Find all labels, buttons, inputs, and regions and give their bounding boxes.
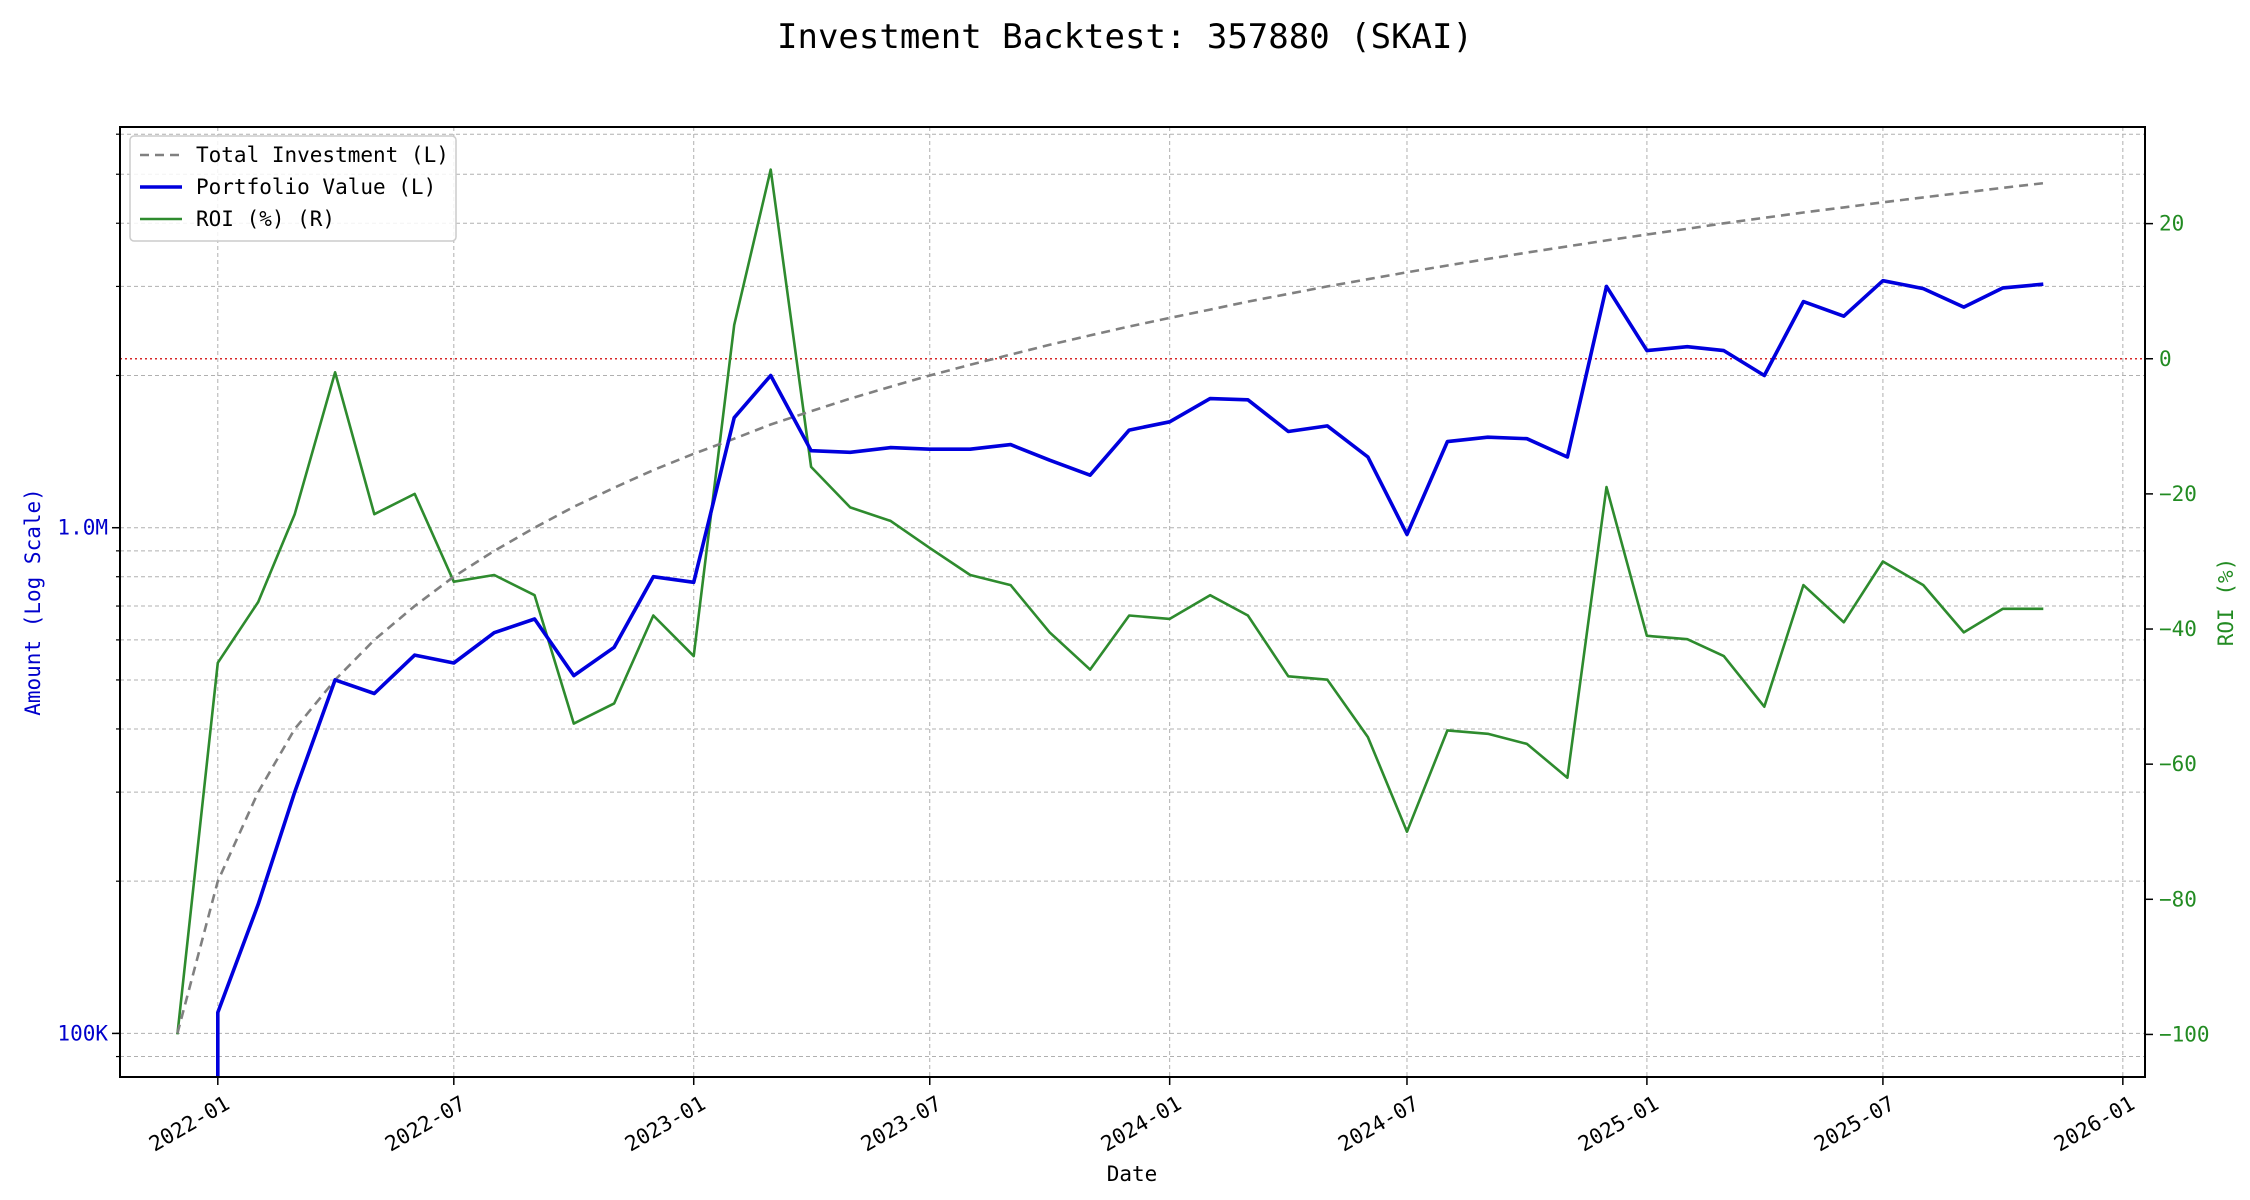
right-tick-label: −20: [2159, 482, 2197, 506]
series-line-0: [176, 181, 2044, 1034]
series-lines: [176, 168, 2044, 1077]
left-tick-label: 1.0M: [57, 516, 108, 540]
series-line-2: [176, 168, 2044, 1035]
legend-label: Total Investment (L): [196, 143, 449, 167]
left-y-axis-label: Amount (Log Scale): [21, 488, 45, 716]
legend-label: ROI (%) (R): [196, 207, 335, 231]
left-tick-label: 100K: [57, 1021, 108, 1045]
right-tick-label: −100: [2159, 1022, 2210, 1046]
left-y-axis: 100K 1.0M: [57, 133, 120, 1058]
legend-label: Portfolio Value (L): [196, 175, 436, 199]
right-y-axis: 20 0 −20 −40 −60 −80 −100: [2145, 212, 2210, 1046]
chart-title: Investment Backtest: 357880 (SKAI): [777, 17, 1473, 57]
right-tick-label: −60: [2159, 752, 2197, 776]
x-axis-label: Date: [1107, 1162, 1158, 1186]
plot-frame: [119, 126, 2146, 1078]
series-line-1: [216, 278, 2044, 1077]
right-tick-label: −80: [2159, 887, 2197, 911]
right-y-axis-label: ROI (%): [2214, 558, 2238, 647]
right-tick-label: 20: [2159, 212, 2184, 236]
legend: Total Investment (L) Portfolio Value (L) R…: [129, 135, 457, 242]
grid: [120, 127, 2145, 1077]
right-tick-label: −40: [2159, 617, 2197, 641]
legend-box: [129, 135, 457, 242]
right-tick-label: 0: [2159, 347, 2172, 371]
